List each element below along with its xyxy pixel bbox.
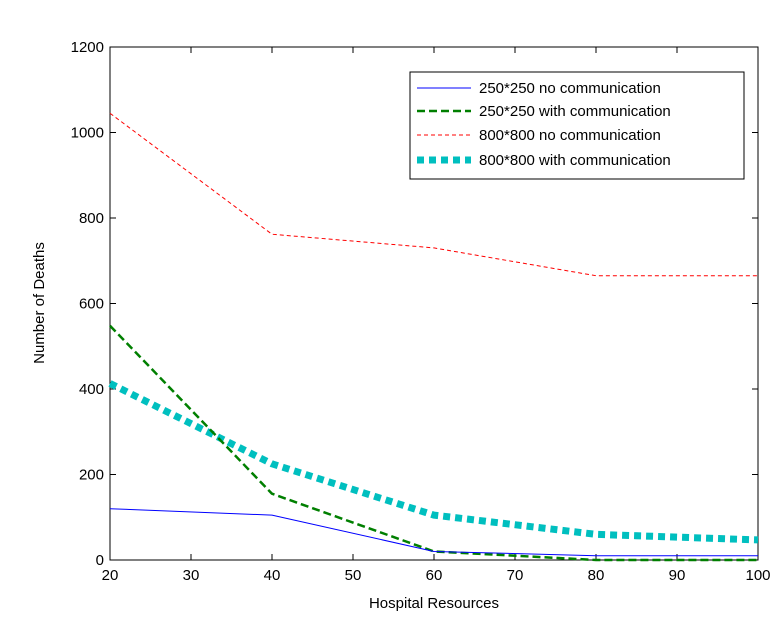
legend-label-2: 250*250 with communication [479,103,671,120]
legend: 250*250 no communication 250*250 with com… [409,71,745,180]
y-axis-label: Number of Deaths [31,242,48,364]
x-tick-label: 30 [183,567,200,584]
y-tick-label: 1200 [71,39,104,56]
x-axis-label: Hospital Resources [369,595,499,612]
x-axis: 20 30 40 50 60 70 80 90 100 [102,47,771,584]
x-tick-label: 90 [669,567,686,584]
y-tick-label: 0 [96,552,104,569]
x-tick-label: 20 [102,567,119,584]
series-layer [108,112,759,562]
legend-label-1: 250*250 no communication [479,80,661,97]
legend-label-3: 800*800 no communication [479,127,661,144]
y-tick-label: 400 [79,381,104,398]
y-tick-label: 200 [79,467,104,484]
y-axis: 0 200 400 600 800 1000 1200 [71,39,758,569]
x-tick-label: 80 [588,567,605,584]
legend-label-4: 800*800 with communication [479,152,671,169]
y-tick-label: 1000 [71,125,104,142]
x-tick-label: 100 [745,567,770,584]
x-tick-label: 50 [345,567,362,584]
x-tick-label: 60 [426,567,443,584]
y-tick-label: 800 [79,210,104,227]
x-tick-label: 70 [507,567,524,584]
y-tick-label: 600 [79,296,104,313]
x-tick-label: 40 [264,567,281,584]
